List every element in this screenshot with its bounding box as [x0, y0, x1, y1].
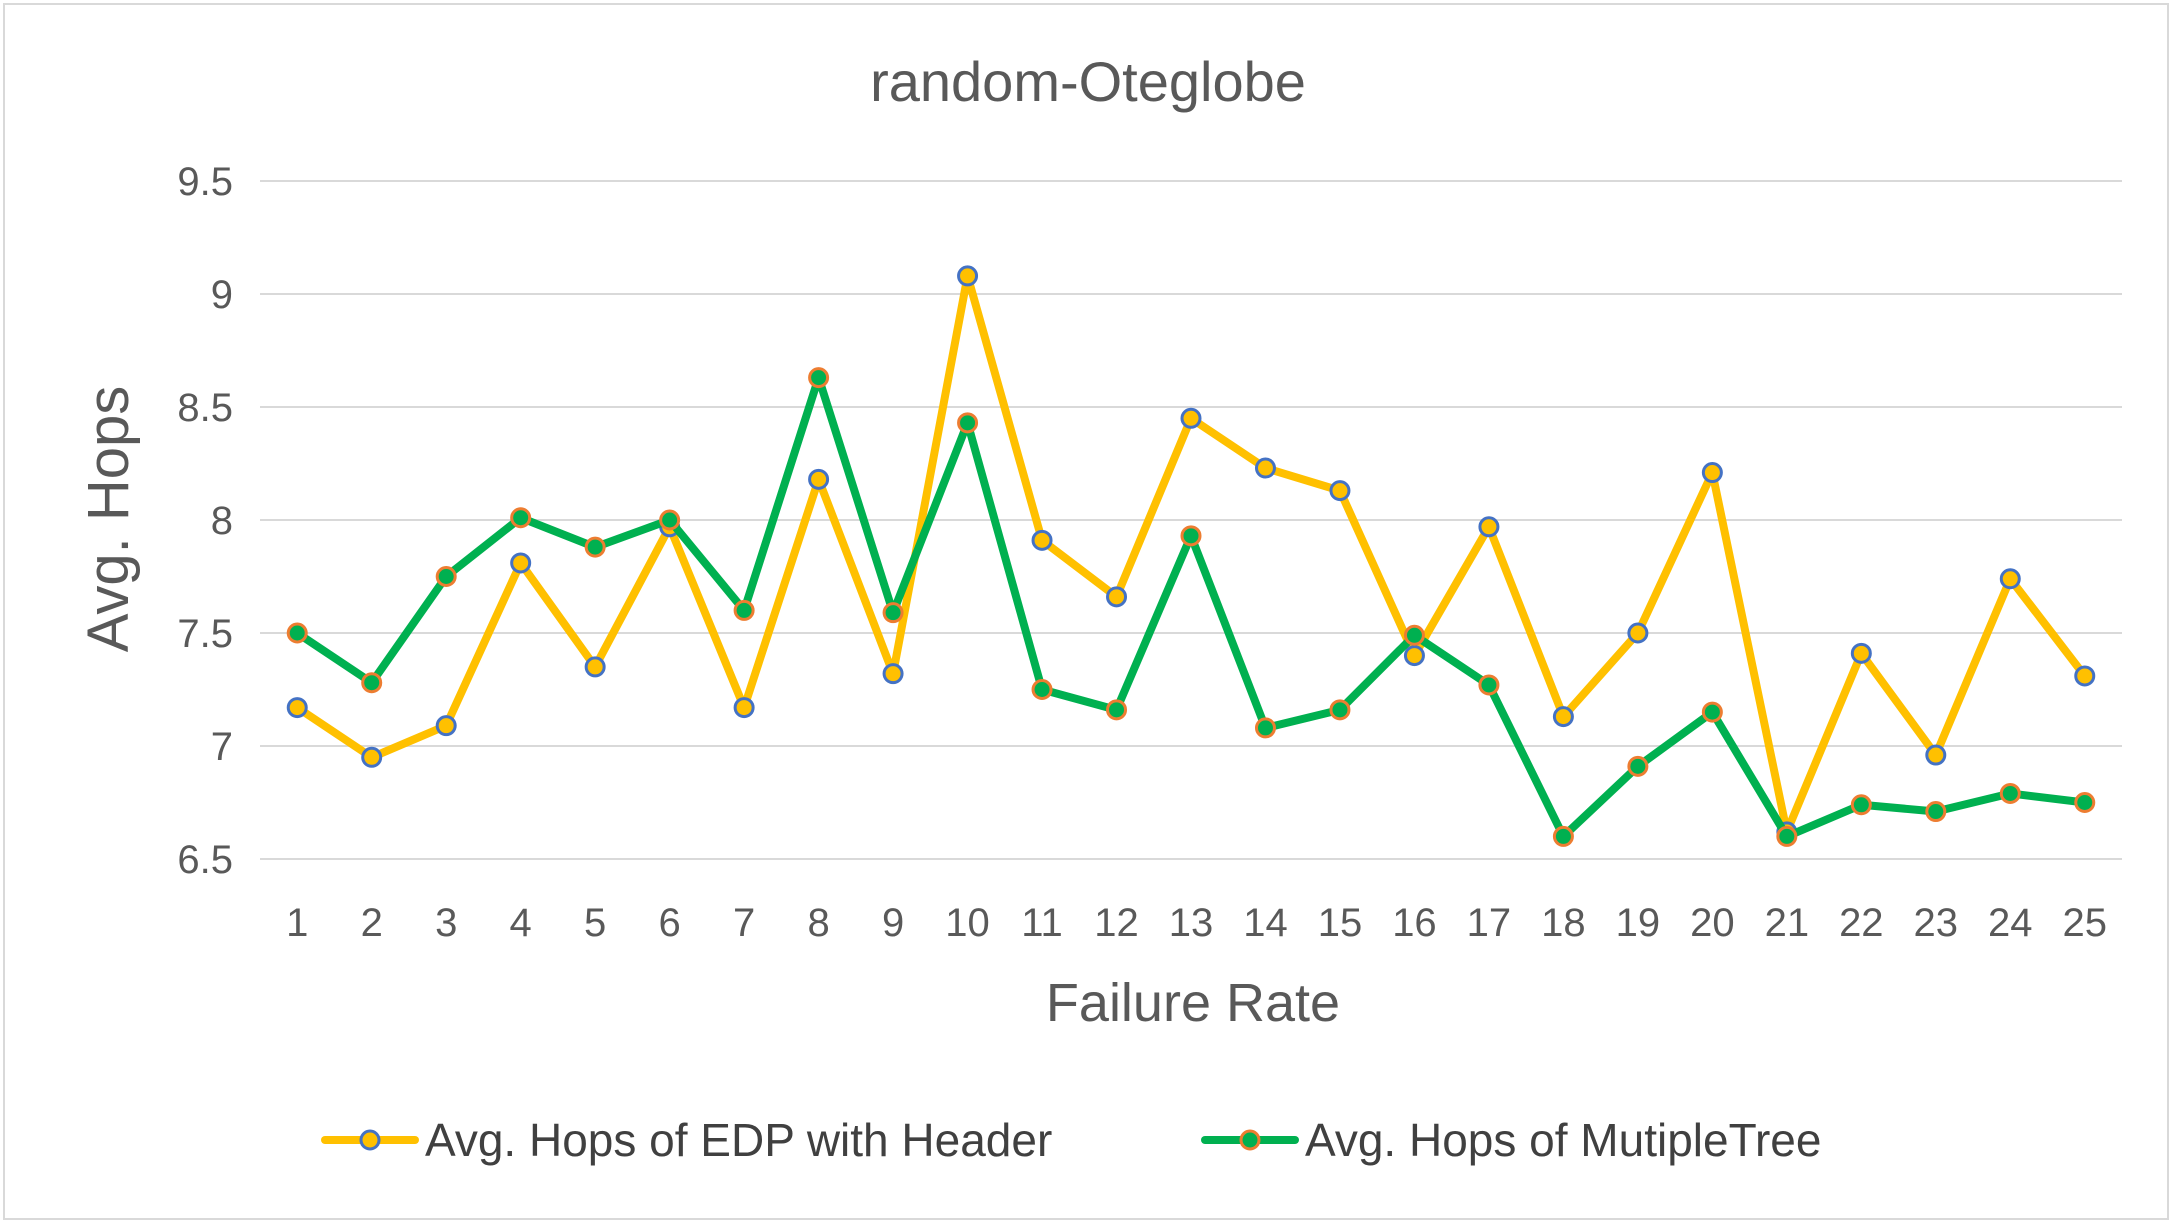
y-tick-label: 6.5 — [177, 838, 233, 882]
x-tick-label: 7 — [733, 901, 755, 945]
series-1 — [286, 265, 2096, 843]
data-point — [1478, 674, 1500, 696]
x-tick-label: 17 — [1467, 901, 1512, 945]
data-point — [1031, 679, 1053, 700]
x-tick-label: 11 — [1021, 901, 1063, 945]
data-point — [1999, 782, 2021, 804]
x-tick-label: 19 — [1616, 901, 1661, 945]
x-tick-label: 2 — [361, 901, 383, 945]
x-axis-ticks: 1 2 3 4 5 6 7 8 9 10 11 12 13 14 15 16 17 18 19 20 21 22 23 24 2… — [286, 901, 2107, 945]
legend-item: Avg. Hops of EDP with Header — [321, 1114, 1052, 1166]
x-tick-label: 13 — [1169, 901, 1214, 945]
data-point — [2074, 792, 2096, 813]
data-point — [1925, 801, 1947, 823]
x-tick-label: 15 — [1318, 901, 1363, 945]
data-point — [435, 566, 457, 587]
data-point — [1999, 568, 2021, 590]
data-point — [1627, 755, 1649, 777]
x-tick-label: 23 — [1914, 901, 1959, 945]
data-point — [1850, 642, 1872, 664]
series-layer — [286, 265, 2096, 847]
data-point — [882, 663, 904, 685]
data-point — [733, 599, 755, 621]
data-point — [1552, 706, 1574, 728]
data-point — [957, 412, 979, 434]
data-point — [1180, 525, 1202, 547]
data-point — [1701, 701, 1723, 723]
y-tick-label: 9 — [211, 273, 233, 317]
x-tick-label: 25 — [2063, 901, 2108, 945]
data-point — [1627, 622, 1649, 644]
x-tick-label: 8 — [807, 901, 829, 945]
data-point — [361, 672, 383, 694]
data-point — [1031, 529, 1053, 551]
data-point — [510, 507, 532, 529]
data-point — [1329, 480, 1351, 502]
legend-swatch-marker — [359, 1129, 381, 1151]
x-tick-label: 1 — [286, 901, 308, 945]
series-2 — [286, 367, 2096, 847]
data-point — [584, 536, 606, 558]
data-point — [808, 468, 830, 490]
x-tick-label: 22 — [1839, 901, 1884, 945]
data-point — [733, 697, 755, 719]
legend-swatch-marker — [1239, 1129, 1261, 1151]
x-tick-label: 21 — [1765, 901, 1810, 945]
x-tick-label: 20 — [1690, 901, 1735, 945]
gridlines — [260, 180, 2122, 860]
data-point — [510, 552, 532, 574]
series-line — [293, 271, 2089, 836]
y-axis-label: Avg. Hops — [76, 386, 141, 653]
data-point — [435, 715, 457, 737]
data-point — [1850, 794, 1872, 816]
data-point — [1701, 462, 1723, 484]
data-point — [1106, 699, 1128, 721]
legend-item: Avg. Hops of MutipleTree — [1201, 1114, 1821, 1166]
data-point — [286, 622, 308, 644]
y-axis-ticks: 6.5 7 7.5 8 8.5 9 9.5 — [177, 160, 233, 882]
x-tick-label: 16 — [1392, 901, 1437, 945]
x-tick-label: 18 — [1541, 901, 1586, 945]
x-tick-label: 6 — [659, 901, 681, 945]
data-point — [286, 697, 308, 719]
x-tick-label: 12 — [1094, 901, 1139, 945]
x-tick-label: 4 — [510, 901, 532, 945]
data-point — [361, 746, 383, 768]
data-point — [1254, 457, 1276, 479]
data-point — [1478, 516, 1500, 538]
data-point — [1403, 645, 1425, 667]
y-tick-label: 7.5 — [177, 612, 233, 656]
y-tick-label: 8.5 — [177, 386, 233, 430]
data-point — [1180, 407, 1202, 429]
legend-label: Avg. Hops of MutipleTree — [1305, 1114, 1821, 1166]
data-point — [1403, 624, 1425, 646]
data-point — [659, 509, 681, 531]
data-point — [584, 656, 606, 678]
y-tick-label: 9.5 — [177, 160, 233, 204]
x-tick-label: 10 — [945, 901, 990, 945]
data-point — [1329, 699, 1351, 721]
x-tick-label: 9 — [882, 901, 904, 945]
legend-label: Avg. Hops of EDP with Header — [425, 1114, 1052, 1166]
x-tick-label: 24 — [1988, 901, 2033, 945]
data-point — [1552, 825, 1574, 847]
x-tick-label: 5 — [584, 901, 606, 945]
data-point — [1776, 825, 1798, 847]
x-axis-label: Failure Rate — [1046, 973, 1340, 1033]
data-point — [808, 367, 830, 389]
data-point — [882, 602, 904, 624]
y-tick-label: 7 — [211, 725, 233, 769]
x-tick-label: 3 — [435, 901, 457, 945]
legend: Avg. Hops of EDP with Header Avg. Hops of… — [321, 1114, 1821, 1166]
data-point — [1254, 717, 1276, 739]
y-tick-label: 8 — [211, 499, 233, 543]
chart-title: random-Oteglobe — [870, 50, 1306, 113]
data-point — [1925, 744, 1947, 766]
x-tick-label: 14 — [1243, 901, 1288, 945]
data-point — [2074, 665, 2096, 687]
data-point — [957, 265, 979, 287]
data-point — [1106, 586, 1128, 608]
